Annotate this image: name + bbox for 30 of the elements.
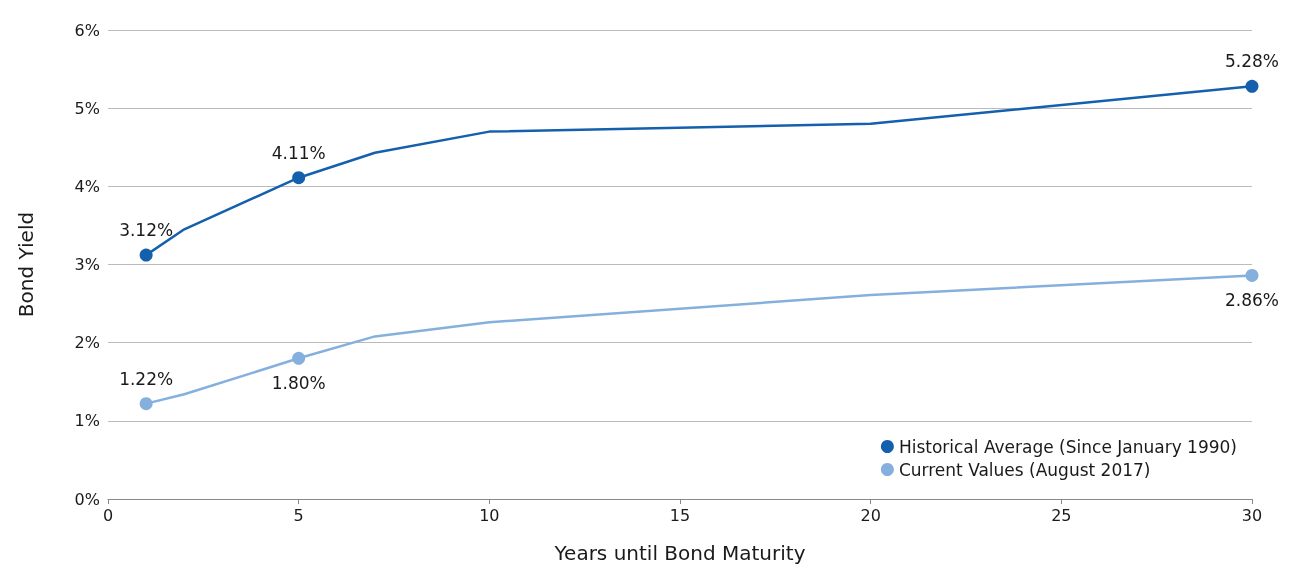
x-tick-label: 20 <box>860 505 881 525</box>
x-tick-label: 30 <box>1241 505 1263 525</box>
y-tick-label: 2% <box>74 333 100 353</box>
x-tick-label: 25 <box>1051 505 1072 525</box>
data-label: 1.80% <box>271 373 326 394</box>
x-axis-title: Years until Bond Maturity <box>553 541 806 565</box>
point <box>1245 79 1259 93</box>
point <box>1245 268 1259 282</box>
point <box>139 397 153 411</box>
y-tick-label: 6% <box>74 20 100 40</box>
y-axis-title: Bond Yield <box>14 211 38 318</box>
x-tick-label: 10 <box>479 505 500 525</box>
data-label: 3.12% <box>119 220 174 241</box>
point <box>292 171 306 185</box>
y-tick-label: 0% <box>74 489 100 509</box>
legend-label: Historical Average (Since January 1990) <box>898 436 1237 457</box>
y-tick-label: 3% <box>74 255 100 274</box>
y-tick-label: 5% <box>74 98 100 118</box>
y-tick-label: 4% <box>74 176 100 196</box>
y-tick-label: 1% <box>74 411 100 431</box>
data-label: 5.28% <box>1224 51 1280 72</box>
data-label: 2.86% <box>1224 290 1280 311</box>
x-tick-label: 5 <box>293 505 304 525</box>
data-label: 4.11% <box>271 142 326 163</box>
x-tick-label: 0 <box>102 505 114 525</box>
x-tick-label: 15 <box>669 505 691 525</box>
data-label: 1.22% <box>119 368 174 389</box>
legend-label: Current Values (August 2017) <box>898 459 1151 480</box>
point <box>139 248 153 262</box>
point <box>292 351 306 365</box>
